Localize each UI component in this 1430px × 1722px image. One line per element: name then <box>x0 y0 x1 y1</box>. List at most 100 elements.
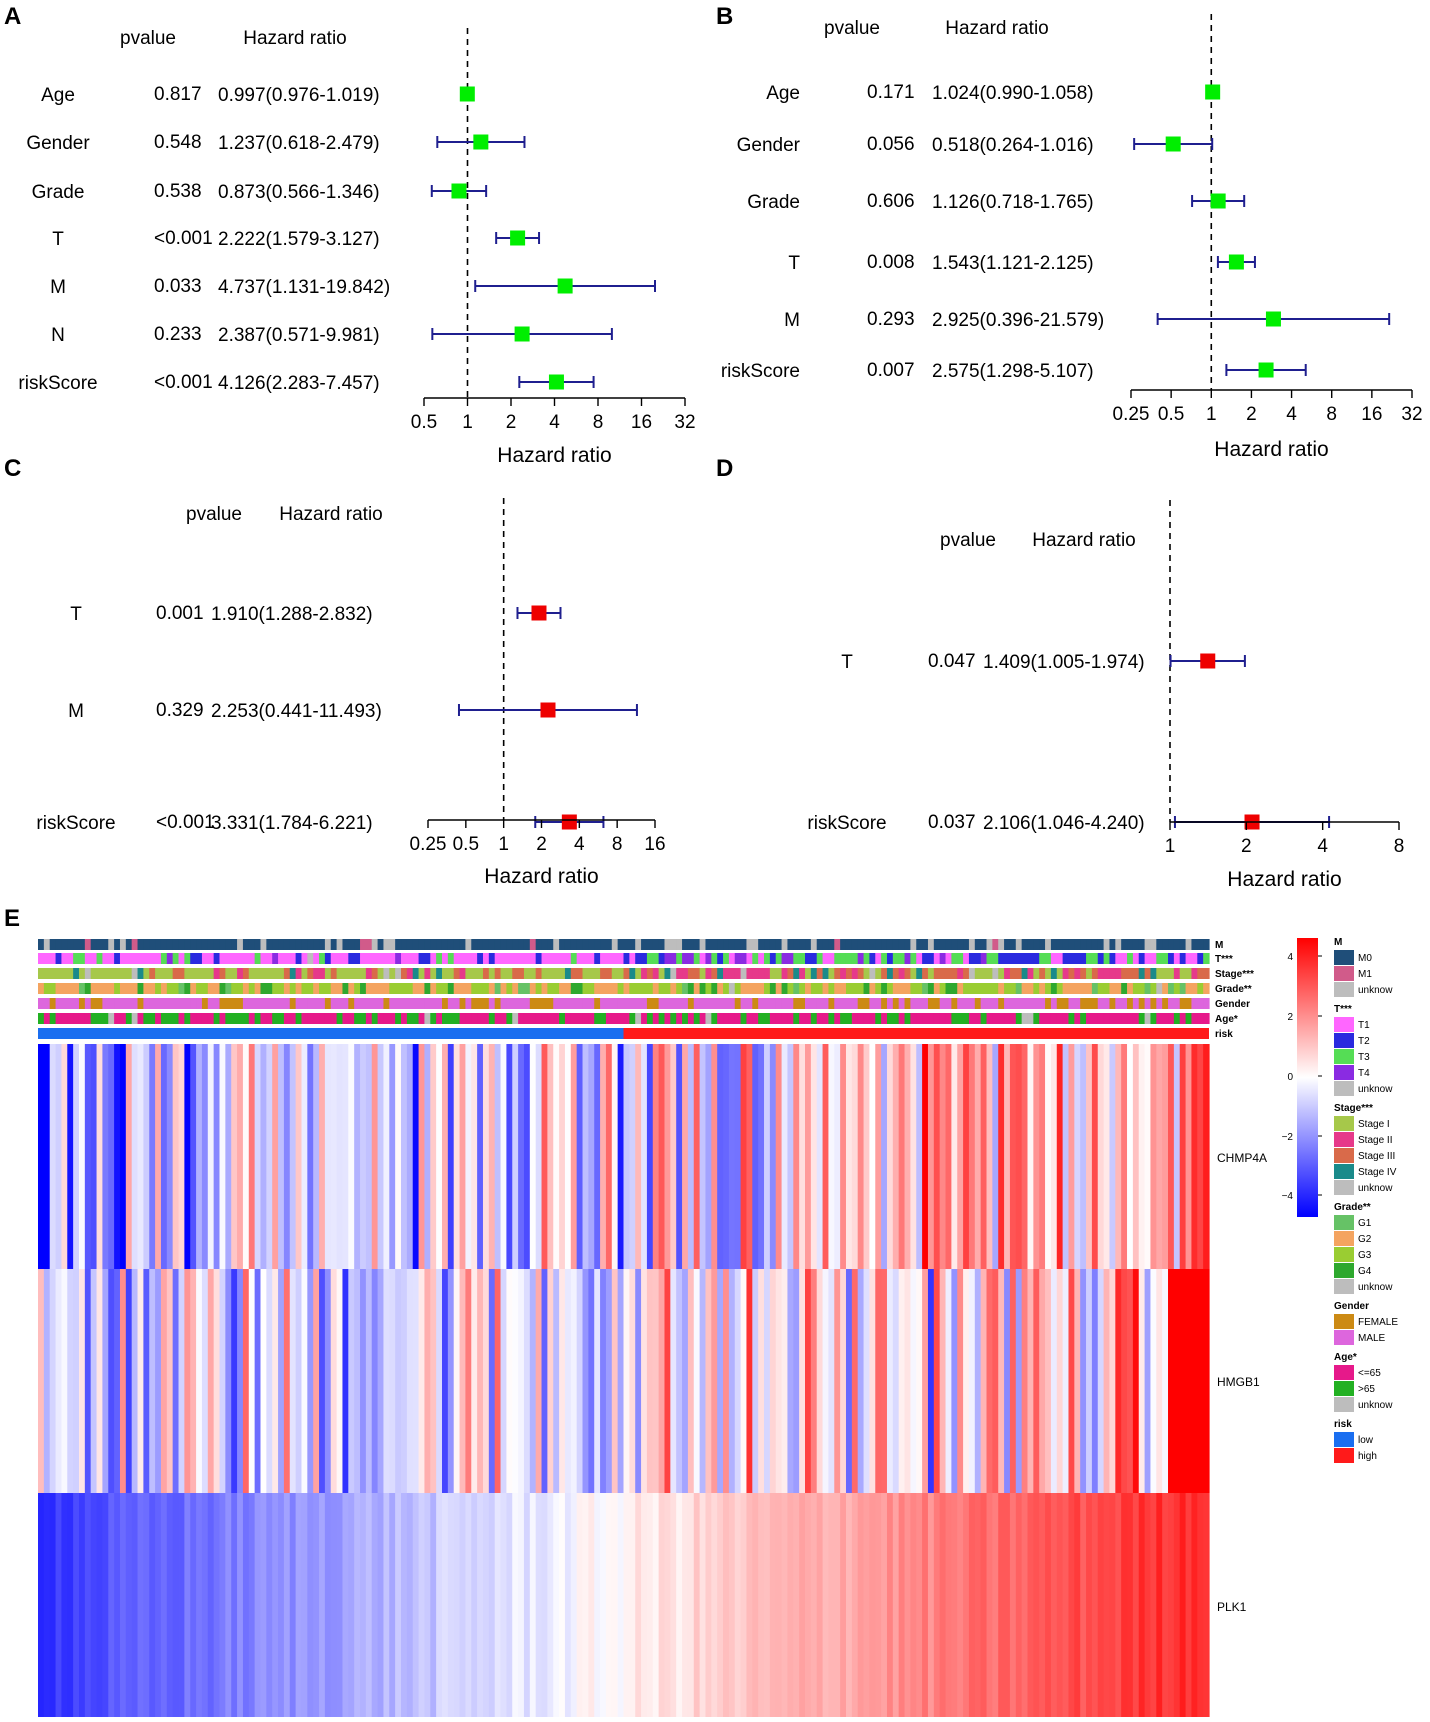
annotation-cell <box>289 983 297 994</box>
annotation-cell <box>576 1013 584 1024</box>
annotation-cell <box>336 953 344 964</box>
row-hazard-ratio-text: 2.387(0.571-9.981) <box>218 325 380 346</box>
annotation-cell <box>564 953 572 964</box>
annotation-cell <box>547 968 554 979</box>
annotation-cell <box>67 998 74 1009</box>
annotation-cell <box>272 998 279 1009</box>
heatmap-cell-hmgb1 <box>149 1269 156 1493</box>
annotation-cell <box>717 998 724 1009</box>
annotation-cell <box>963 998 970 1009</box>
heatmap-cell-hmgb1 <box>61 1269 68 1493</box>
heatmap-cell-plk1 <box>998 1493 1005 1717</box>
heatmap-cell-chmp4a <box>500 1044 507 1269</box>
annotation-cell <box>980 939 988 950</box>
x-tick-label: 4 <box>549 412 560 433</box>
header-hazard-ratio: Hazard ratio <box>279 504 383 525</box>
heatmap-cell-hmgb1 <box>119 1269 127 1493</box>
annotation-cell <box>78 953 86 964</box>
annotation-cell <box>447 953 455 964</box>
header-pvalue: pvalue <box>824 18 880 39</box>
annotation-cell <box>1097 998 1105 1009</box>
heatmap-cell-hmgb1 <box>992 1269 999 1493</box>
annotation-cell <box>957 998 964 1009</box>
annotation-cell <box>73 983 80 994</box>
annotation-cell <box>974 968 982 979</box>
annotation-cell <box>559 939 566 950</box>
row-label: M <box>50 277 66 298</box>
annotation-cell <box>998 1013 1005 1024</box>
legend-item-label: >65 <box>1358 1384 1375 1395</box>
legend-item-label: G3 <box>1358 1250 1372 1261</box>
heatmap-cell-plk1 <box>518 1493 525 1717</box>
annotation-cell <box>857 983 865 994</box>
annotation-cell <box>494 1013 502 1024</box>
annotation-cell <box>646 968 654 979</box>
annotation-cell <box>992 1013 999 1024</box>
annotation-cell <box>1009 998 1017 1009</box>
annotation-cell <box>49 939 57 950</box>
heatmap-cell-chmp4a <box>1027 1044 1034 1269</box>
annotation-cell <box>459 968 467 979</box>
annotation-cell <box>149 983 156 994</box>
annotation-cell <box>201 998 209 1009</box>
annotation-cell <box>1138 939 1146 950</box>
heatmap-cell-plk1 <box>541 1493 548 1717</box>
annotation-cell <box>38 983 45 994</box>
annotation-cell <box>617 983 625 994</box>
annotation-cell <box>1033 1013 1040 1024</box>
annotation-cell <box>863 953 871 964</box>
annotation-cell <box>307 998 314 1009</box>
annotation-cell <box>67 953 74 964</box>
annotation-cell <box>225 1013 232 1024</box>
heatmap-cell-hmgb1 <box>875 1269 882 1493</box>
heatmap-cell-hmgb1 <box>131 1269 139 1493</box>
annotation-cell <box>365 998 373 1009</box>
annotation-cell <box>196 1013 203 1024</box>
annotation-cell <box>477 983 484 994</box>
annotation-cell <box>992 983 999 994</box>
annotation-cell <box>764 1013 771 1024</box>
annotation-cell <box>863 968 871 979</box>
annotation-cell <box>237 939 244 950</box>
heatmap-cell-plk1 <box>1132 1493 1140 1717</box>
annotation-cell <box>131 968 139 979</box>
annotation-cell <box>178 983 185 994</box>
annotation-cell <box>84 1013 92 1024</box>
heatmap-cell-plk1 <box>84 1493 92 1717</box>
annotation-cell <box>453 953 461 964</box>
annotation-cell <box>711 983 718 994</box>
annotation-cell <box>119 998 127 1009</box>
annotation-cell <box>166 939 174 950</box>
x-tick-label: 0.25 <box>1113 404 1150 425</box>
annotation-cell <box>875 939 882 950</box>
annotation-cell <box>845 983 853 994</box>
annotation-cell <box>605 953 613 964</box>
annotation-cell <box>963 939 970 950</box>
annotation-cell <box>289 968 297 979</box>
heatmap-cell-plk1 <box>1033 1493 1040 1717</box>
heatmap-cell-chmp4a <box>1109 1044 1116 1269</box>
annotation-cell <box>225 939 232 950</box>
heatmap-cell-chmp4a <box>143 1044 150 1269</box>
annotation-cell <box>324 983 332 994</box>
annotation-cell <box>1156 953 1163 964</box>
annotation-cell <box>904 998 911 1009</box>
annotation-cell <box>892 1013 900 1024</box>
annotation-cell <box>605 968 613 979</box>
annotation-cell <box>916 983 923 994</box>
x-tick-label: 16 <box>631 412 652 433</box>
annotation-cell <box>330 939 338 950</box>
annotation-cell <box>477 998 484 1009</box>
annotation-cell <box>1080 1013 1087 1024</box>
heatmap-cell-hmgb1 <box>717 1269 724 1493</box>
heatmap-cell-plk1 <box>564 1493 572 1717</box>
heatmap-cell-chmp4a <box>922 1044 929 1269</box>
annotation-cell <box>857 968 865 979</box>
annotation-cell <box>406 939 414 950</box>
annotation-cell <box>834 953 841 964</box>
heatmap-cell-chmp4a <box>793 1044 800 1269</box>
heatmap-cell-chmp4a <box>430 1044 437 1269</box>
heatmap-cell-chmp4a <box>38 1044 45 1269</box>
heatmap-cell-hmgb1 <box>535 1269 543 1493</box>
annotation-cell <box>207 983 215 994</box>
